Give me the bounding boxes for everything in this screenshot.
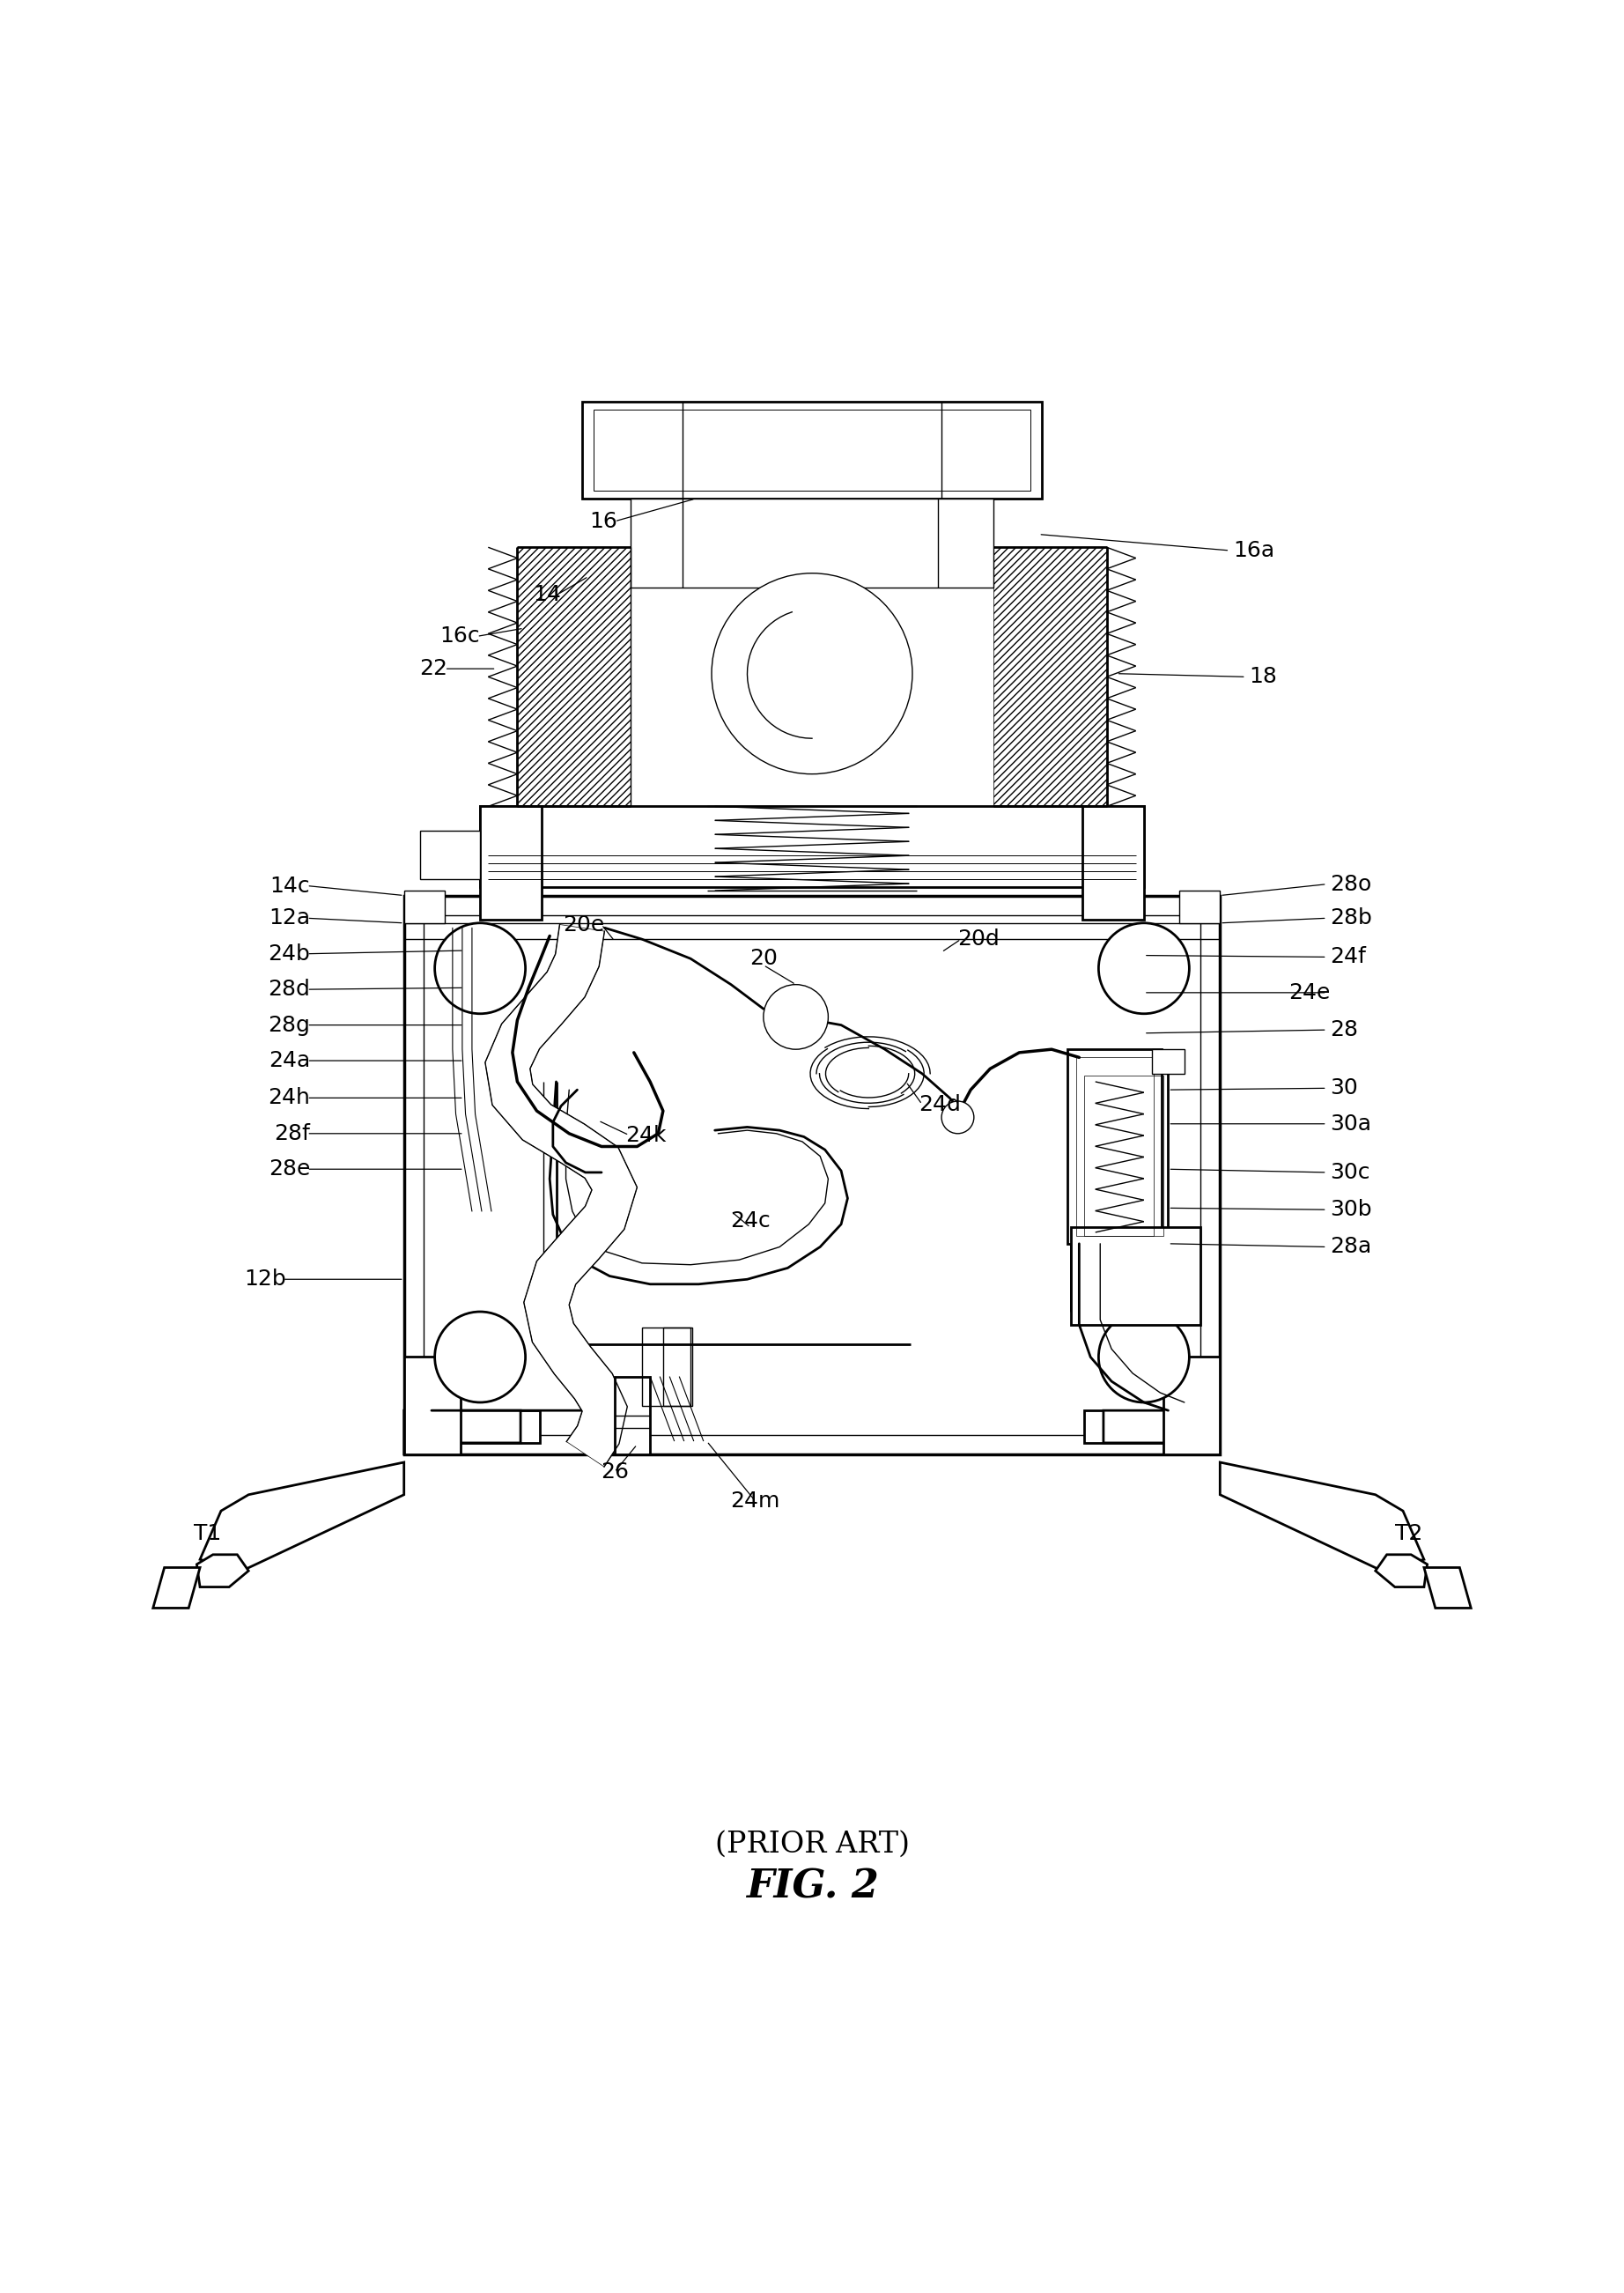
Bar <box>424 915 1200 1435</box>
Bar <box>614 1376 650 1454</box>
Text: 26: 26 <box>601 1461 628 1484</box>
Text: 24b: 24b <box>268 942 310 965</box>
Bar <box>581 401 1043 498</box>
Circle shape <box>711 573 913 775</box>
Polygon shape <box>197 1555 248 1587</box>
Text: FIG. 2: FIG. 2 <box>745 1869 879 1905</box>
Bar <box>641 1328 690 1406</box>
Text: 28d: 28d <box>268 979 310 1000</box>
Bar <box>404 897 1220 1454</box>
Text: 24d: 24d <box>919 1094 961 1114</box>
Bar <box>404 1357 461 1454</box>
Text: 24e: 24e <box>1288 981 1330 1004</box>
Bar <box>1072 1227 1200 1325</box>
Text: 14: 14 <box>533 585 560 605</box>
Text: 24m: 24m <box>731 1490 780 1511</box>
Bar <box>1179 890 1220 924</box>
Circle shape <box>763 984 828 1050</box>
Text: 16c: 16c <box>440 626 481 647</box>
Bar <box>424 1410 541 1442</box>
Text: 30c: 30c <box>1330 1163 1371 1183</box>
Circle shape <box>1098 1312 1189 1403</box>
Bar <box>1151 1050 1184 1073</box>
Bar <box>1082 807 1143 919</box>
Bar <box>404 890 445 924</box>
Polygon shape <box>200 1463 404 1571</box>
Circle shape <box>942 1101 974 1133</box>
Bar <box>593 410 1031 491</box>
Text: 20: 20 <box>749 947 778 970</box>
Bar <box>1083 1410 1200 1442</box>
Text: T1: T1 <box>193 1523 221 1543</box>
Text: 24f: 24f <box>1330 947 1366 968</box>
Text: 12a: 12a <box>268 908 310 929</box>
Text: 18: 18 <box>1249 667 1276 688</box>
Bar <box>1163 1357 1220 1454</box>
Text: 12b: 12b <box>244 1268 286 1291</box>
Bar <box>663 1328 692 1406</box>
Text: 28g: 28g <box>268 1014 310 1036</box>
Text: 30a: 30a <box>1330 1114 1372 1135</box>
Polygon shape <box>1103 1410 1220 1454</box>
Text: (PRIOR ART): (PRIOR ART) <box>715 1830 909 1860</box>
Polygon shape <box>1220 1463 1424 1571</box>
Text: 24h: 24h <box>268 1087 310 1108</box>
Text: 16: 16 <box>590 511 617 532</box>
Text: 20e: 20e <box>564 915 604 936</box>
Bar <box>481 807 542 919</box>
Text: 28a: 28a <box>1330 1236 1372 1257</box>
Text: 16a: 16a <box>1233 539 1275 562</box>
Polygon shape <box>1424 1568 1471 1607</box>
Text: 20d: 20d <box>958 929 1000 949</box>
Polygon shape <box>486 924 637 1468</box>
Text: 24a: 24a <box>268 1050 310 1071</box>
Bar <box>1077 1057 1153 1236</box>
Text: 24c: 24c <box>731 1211 771 1231</box>
Bar <box>1069 1050 1161 1243</box>
Polygon shape <box>404 1410 521 1454</box>
Text: 28: 28 <box>1330 1020 1358 1041</box>
Bar <box>481 807 1143 887</box>
Circle shape <box>435 924 526 1014</box>
Text: 28o: 28o <box>1330 874 1372 894</box>
Text: 24k: 24k <box>625 1124 667 1146</box>
Bar <box>421 830 481 878</box>
Bar <box>1080 1071 1168 1241</box>
Text: 22: 22 <box>419 658 448 679</box>
Text: T2: T2 <box>1395 1523 1423 1543</box>
Circle shape <box>435 1312 526 1403</box>
Text: 30b: 30b <box>1330 1199 1372 1220</box>
Polygon shape <box>1376 1555 1427 1587</box>
Circle shape <box>1098 924 1189 1014</box>
Polygon shape <box>153 1568 200 1607</box>
Bar <box>1083 1075 1163 1236</box>
Text: 28e: 28e <box>268 1158 310 1179</box>
Text: 28b: 28b <box>1330 908 1372 929</box>
Polygon shape <box>994 548 1106 807</box>
Bar <box>630 498 994 587</box>
Text: 30: 30 <box>1330 1078 1358 1098</box>
Polygon shape <box>518 548 630 807</box>
Text: 28f: 28f <box>274 1124 310 1144</box>
Text: 14c: 14c <box>270 876 310 897</box>
